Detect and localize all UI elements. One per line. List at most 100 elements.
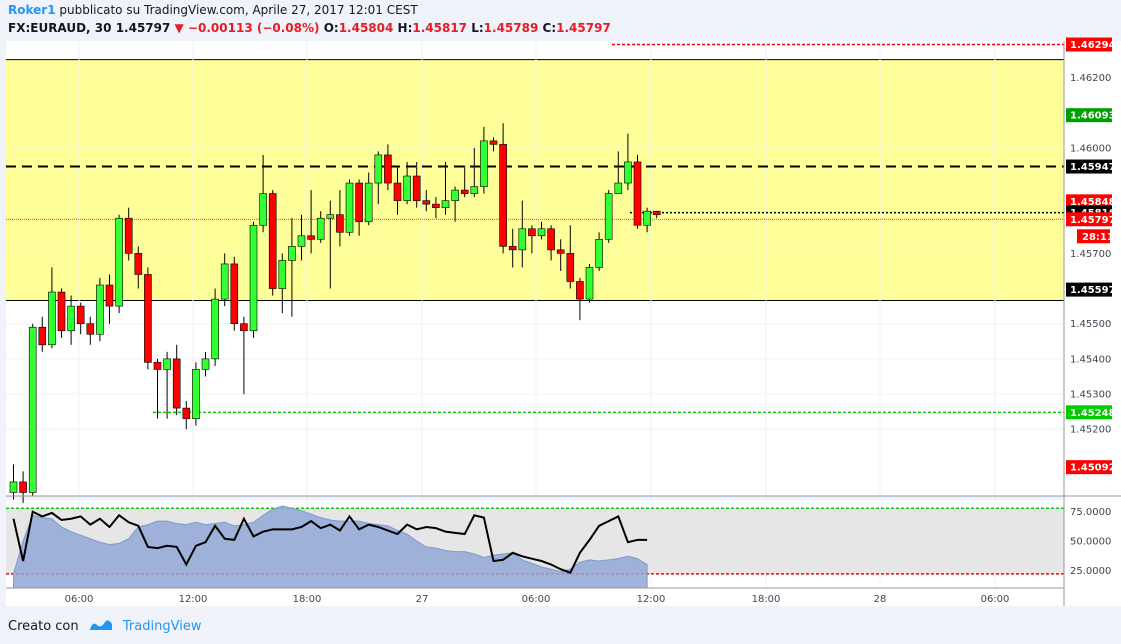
candle-body[interactable]: [326, 214, 335, 219]
candle-body[interactable]: [595, 239, 603, 268]
candle-body[interactable]: [115, 217, 123, 307]
candle-body[interactable]: [9, 481, 18, 493]
support-resistance-zone[interactable]: [6, 59, 1064, 301]
candle-body[interactable]: [614, 182, 623, 194]
candle-body[interactable]: [153, 362, 162, 370]
candle-body[interactable]: [220, 263, 229, 300]
candle-body[interactable]: [556, 249, 565, 254]
candle-body[interactable]: [268, 193, 277, 289]
candle-body[interactable]: [451, 189, 459, 201]
candle-body[interactable]: [480, 140, 488, 187]
candle-body[interactable]: [249, 224, 258, 332]
publication-info: pubblicato su TradingView.com, Aprile 27…: [59, 3, 418, 17]
candle-body[interactable]: [585, 267, 594, 300]
symbol-label[interactable]: FX:EURAUD, 30: [8, 21, 112, 35]
low-label: L:: [471, 21, 484, 35]
candle-body[interactable]: [576, 281, 584, 300]
candle-body[interactable]: [633, 161, 642, 226]
candle-body[interactable]: [134, 253, 143, 275]
badge-layer: 1.462941.460931.459471.458481.458161.457…: [1066, 37, 1116, 475]
candle-body[interactable]: [105, 284, 114, 307]
candle-body[interactable]: [76, 305, 85, 325]
low-value: 1.45789: [483, 21, 539, 35]
candle-body[interactable]: [259, 193, 267, 226]
author-name[interactable]: Roker1: [8, 3, 56, 17]
candle-body[interactable]: [470, 186, 479, 194]
candle-body[interactable]: [643, 210, 651, 226]
candle-body[interactable]: [288, 246, 296, 261]
candle-body[interactable]: [518, 228, 527, 251]
time-tick-label: 12:00: [179, 594, 208, 605]
candle-body[interactable]: [460, 189, 469, 194]
price-level-badge: [1066, 282, 1112, 297]
candle-body[interactable]: [172, 358, 181, 409]
candle-body[interactable]: [163, 358, 171, 370]
candle-body[interactable]: [364, 182, 373, 223]
candle-body[interactable]: [144, 274, 152, 363]
candle-body[interactable]: [86, 323, 95, 335]
candle-body[interactable]: [547, 228, 555, 251]
candle-body[interactable]: [38, 326, 47, 346]
open-label: O:: [323, 21, 339, 35]
candle-body[interactable]: [624, 161, 632, 184]
candle-body[interactable]: [201, 358, 210, 370]
time-tick-label: 18:00: [293, 594, 322, 605]
price-level-label: 1.45597: [1070, 285, 1116, 296]
candle-body[interactable]: [412, 175, 421, 201]
axis-layer: 06:00 12:00 18:00 27 06:00 12:00 18:00 28 06:00 1…: [65, 73, 1112, 605]
candle-body[interactable]: [566, 253, 575, 282]
candle-body[interactable]: [374, 154, 383, 184]
candle-body[interactable]: [57, 291, 66, 332]
candle-body[interactable]: [124, 217, 133, 254]
candle-body[interactable]: [441, 200, 450, 208]
candle-body[interactable]: [652, 210, 661, 216]
price-axis: [1064, 41, 1121, 606]
price-level-label: 1.45248: [1070, 408, 1116, 419]
price-change: −0.00113 (−0.08%): [187, 21, 320, 35]
candle-body[interactable]: [508, 246, 517, 251]
candle-body[interactable]: [307, 235, 315, 240]
candle-body[interactable]: [384, 154, 392, 184]
candle-body[interactable]: [19, 481, 27, 493]
candle-body[interactable]: [499, 144, 507, 247]
rsi-tick-label: 25.0000: [1070, 566, 1111, 577]
candle-body[interactable]: [182, 407, 191, 419]
price-tick-label: 1.46000: [1070, 143, 1111, 154]
price-level-label: 1.46294: [1070, 40, 1116, 51]
candle-body[interactable]: [297, 235, 306, 247]
candle-body[interactable]: [528, 228, 536, 237]
candle-body[interactable]: [393, 182, 402, 201]
zone-layer: [6, 59, 1064, 301]
candle-body[interactable]: [537, 228, 546, 237]
price-level-label: 1.45092: [1070, 463, 1116, 474]
time-tick-label: 06:00: [522, 594, 551, 605]
candle-body[interactable]: [336, 214, 344, 233]
candle-body[interactable]: [489, 140, 498, 145]
price-tick-label: 1.45300: [1070, 390, 1111, 401]
price-level-badge: [1066, 159, 1112, 174]
candle-body[interactable]: [355, 182, 363, 223]
candle-body[interactable]: [192, 369, 200, 419]
ohlc-line: FX:EURAUD, 30 1.45797 ▼ −0.00113 (−0.08%…: [8, 21, 611, 35]
candle-body[interactable]: [96, 284, 104, 335]
price-tick-label: 1.45200: [1070, 425, 1111, 436]
candle-body[interactable]: [432, 203, 440, 208]
candle-body[interactable]: [403, 175, 411, 201]
candle-body[interactable]: [240, 323, 248, 332]
candle-body[interactable]: [278, 260, 287, 289]
price-level-label: 1.45947: [1070, 162, 1116, 173]
candle-body[interactable]: [28, 326, 37, 493]
candle-body[interactable]: [316, 217, 325, 240]
created-with-label: Creato con: [8, 619, 79, 634]
candle-body[interactable]: [422, 200, 431, 205]
tradingview-brand-link[interactable]: TradingView: [122, 619, 202, 634]
candle-body[interactable]: [48, 291, 56, 346]
tradingview-logo-icon[interactable]: [89, 618, 113, 632]
candle-body[interactable]: [211, 298, 219, 360]
candle-body[interactable]: [345, 182, 354, 233]
candle-body[interactable]: [604, 193, 613, 240]
grid-layer: [6, 41, 1064, 588]
candle-body[interactable]: [230, 263, 239, 325]
candle-body[interactable]: [67, 305, 75, 332]
